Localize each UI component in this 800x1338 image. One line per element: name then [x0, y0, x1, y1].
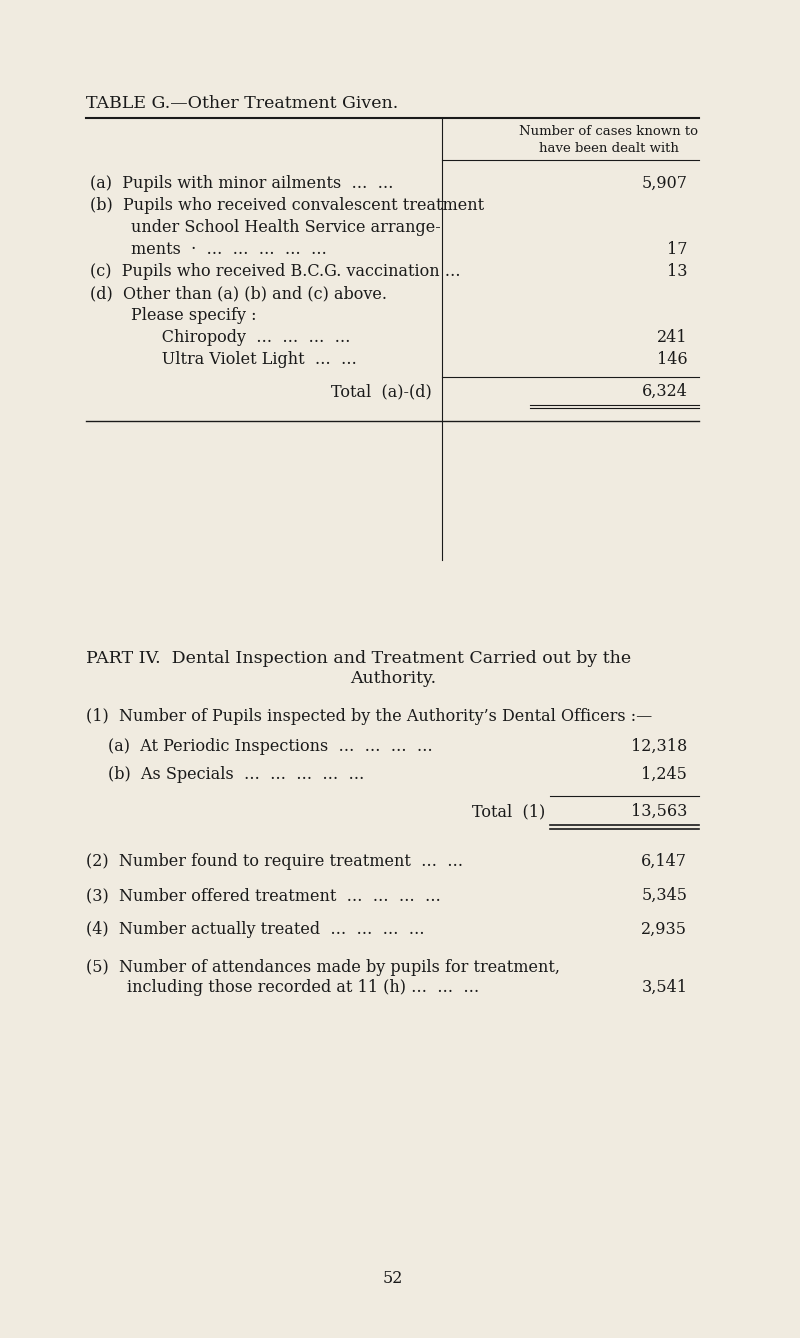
Text: (b)  Pupils who received convalescent treatment: (b) Pupils who received convalescent tre…	[90, 197, 485, 214]
Text: under School Health Service arrange-: under School Health Service arrange-	[90, 219, 441, 235]
Text: PART IV.  Dental Inspection and Treatment Carried out by the: PART IV. Dental Inspection and Treatment…	[86, 650, 631, 668]
Text: (b)  As Specials  …  …  …  …  …: (b) As Specials … … … … …	[108, 765, 364, 783]
Text: (c)  Pupils who received B.C.G. vaccination …: (c) Pupils who received B.C.G. vaccinati…	[90, 264, 461, 280]
Text: 5,907: 5,907	[642, 175, 687, 191]
Text: Total  (1): Total (1)	[472, 803, 545, 820]
Text: (4)  Number actually treated  …  …  …  …: (4) Number actually treated … … … …	[86, 921, 425, 938]
Text: TABLE G.—Other Treatment Given.: TABLE G.—Other Treatment Given.	[86, 95, 398, 112]
Text: 12,318: 12,318	[631, 739, 687, 755]
Text: Chiropody  …  …  …  …: Chiropody … … … …	[90, 329, 351, 347]
Text: (1)  Number of Pupils inspected by the Authority’s Dental Officers :—: (1) Number of Pupils inspected by the Au…	[86, 708, 653, 725]
Text: 13: 13	[667, 264, 687, 280]
Text: 1,245: 1,245	[642, 765, 687, 783]
Text: Please specify :: Please specify :	[90, 306, 257, 324]
Text: (a)  At Periodic Inspections  …  …  …  …: (a) At Periodic Inspections … … … …	[108, 739, 433, 755]
Text: including those recorded at 11 (h) …  …  …: including those recorded at 11 (h) … … …	[86, 979, 480, 995]
Text: 146: 146	[657, 351, 687, 368]
Text: 2,935: 2,935	[642, 921, 687, 938]
Text: Ultra Violet Light  …  …: Ultra Violet Light … …	[90, 351, 358, 368]
Text: 241: 241	[657, 329, 687, 347]
Text: 3,541: 3,541	[642, 979, 687, 995]
Text: 5,345: 5,345	[642, 887, 687, 904]
Text: Total  (a)-(d): Total (a)-(d)	[331, 383, 432, 400]
Text: 17: 17	[667, 241, 687, 258]
Text: 13,563: 13,563	[631, 803, 687, 820]
Text: Number of cases known to
have been dealt with: Number of cases known to have been dealt…	[519, 124, 698, 155]
Text: Authority.: Authority.	[350, 670, 436, 686]
Text: 6,324: 6,324	[642, 383, 687, 400]
Text: ments  ·  …  …  …  …  …: ments · … … … … …	[90, 241, 327, 258]
Text: (d)  Other than (a) (b) and (c) above.: (d) Other than (a) (b) and (c) above.	[90, 285, 387, 302]
Text: (a)  Pupils with minor ailments  …  …: (a) Pupils with minor ailments … …	[90, 175, 394, 191]
Text: 52: 52	[382, 1270, 403, 1287]
Text: (5)  Number of attendances made by pupils for treatment,: (5) Number of attendances made by pupils…	[86, 959, 561, 975]
Text: (2)  Number found to require treatment  …  …: (2) Number found to require treatment … …	[86, 854, 463, 870]
Text: 6,147: 6,147	[642, 854, 687, 870]
Text: (3)  Number offered treatment  …  …  …  …: (3) Number offered treatment … … … …	[86, 887, 442, 904]
